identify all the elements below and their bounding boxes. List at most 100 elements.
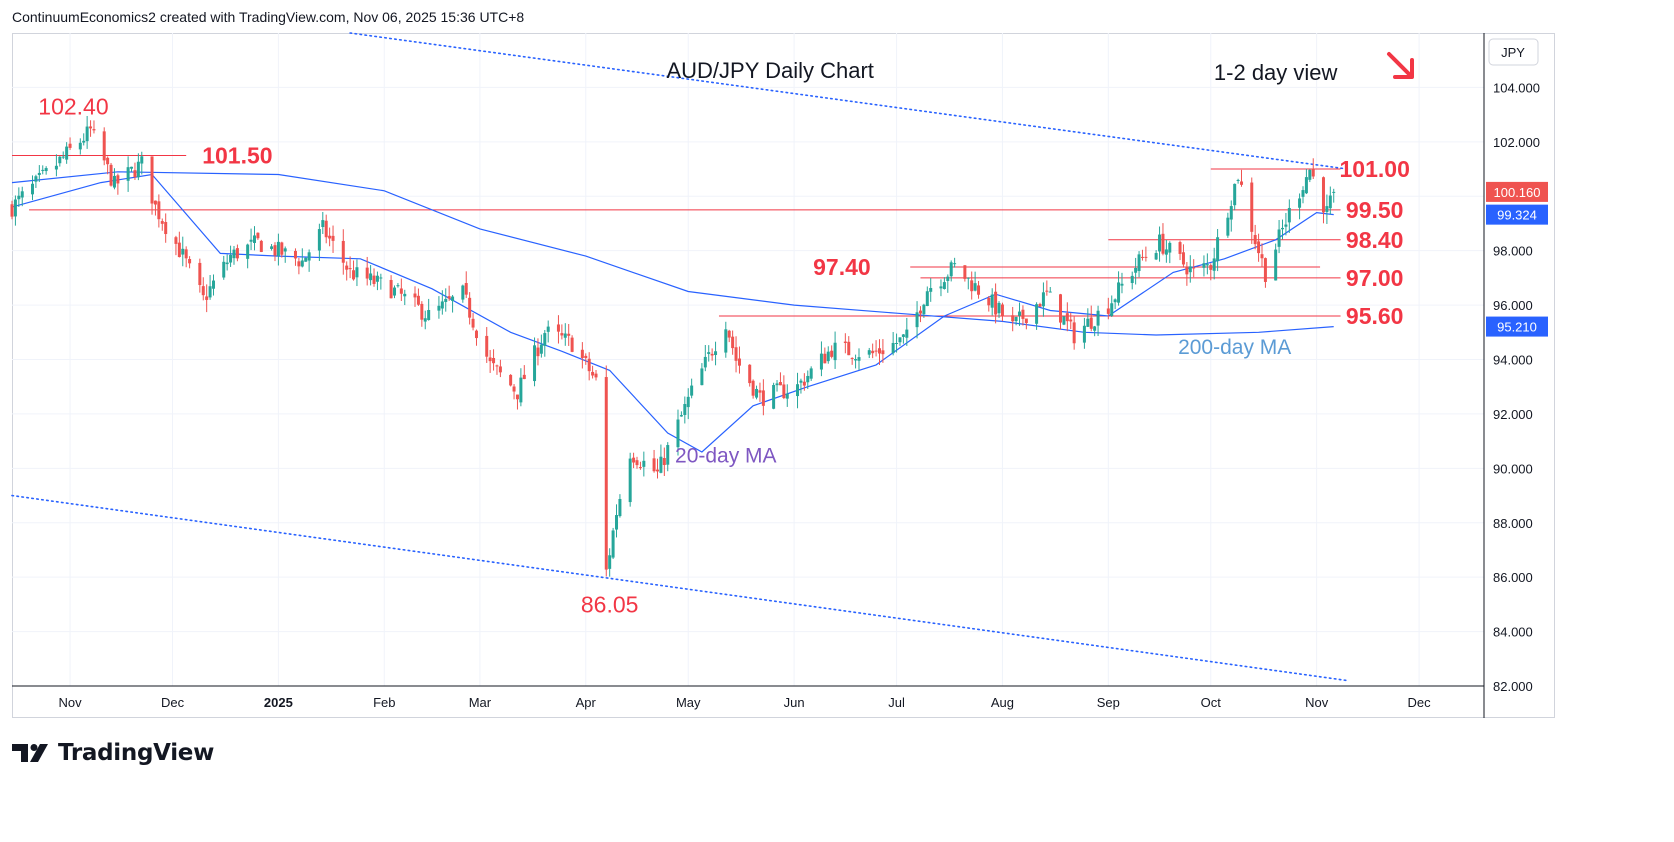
- trendlines: [11, 32, 1349, 682]
- candle-body: [1321, 177, 1325, 213]
- candle-body: [901, 334, 905, 337]
- candle-body: [369, 273, 373, 281]
- candle-body: [748, 364, 752, 384]
- candle-body: [1140, 256, 1144, 258]
- candle-body: [915, 312, 919, 328]
- candle-body: [1144, 256, 1148, 258]
- candle-body: [519, 377, 523, 403]
- candle-body: [1018, 311, 1022, 316]
- y-tick-label: 86.000: [1493, 570, 1533, 585]
- candle-body: [652, 458, 656, 472]
- candle-body: [440, 301, 444, 309]
- candle-body: [973, 283, 977, 291]
- trendline: [11, 494, 1349, 682]
- chart-frame: [12, 33, 1555, 718]
- candle-body: [755, 388, 759, 398]
- candle-body: [874, 350, 878, 352]
- candle-body: [1014, 316, 1018, 322]
- candle-body: [1181, 252, 1185, 265]
- level-label: 98.40: [1346, 227, 1404, 253]
- candle-body: [1301, 190, 1305, 197]
- candle-body: [427, 310, 431, 321]
- candle-body: [58, 156, 62, 164]
- candle-body: [1021, 309, 1025, 319]
- candle-body: [109, 164, 113, 186]
- candle-body: [461, 285, 465, 300]
- candle-body: [751, 380, 755, 396]
- candle-body: [707, 352, 711, 354]
- candle-body: [136, 161, 140, 178]
- candle-body: [638, 467, 642, 469]
- level-label: 102.40: [38, 93, 108, 119]
- candle-body: [775, 383, 779, 386]
- x-tick-label: Dec: [1408, 695, 1432, 710]
- candle-body: [584, 355, 588, 358]
- candle-body: [1260, 254, 1264, 259]
- candle-body: [563, 333, 567, 338]
- candle-body: [857, 357, 861, 361]
- candle-body: [160, 221, 164, 224]
- candle-body: [778, 382, 782, 386]
- y-tick-label: 104.000: [1493, 80, 1540, 95]
- candle-body: [205, 296, 209, 300]
- candle-body: [1192, 267, 1196, 269]
- currency-box: [1488, 38, 1539, 66]
- candle-body: [1072, 322, 1076, 344]
- candle-body: [17, 195, 21, 200]
- arrow-head: [1393, 58, 1414, 79]
- y-tick-label: 102.000: [1493, 135, 1540, 150]
- candle-body: [642, 460, 646, 467]
- candle-body: [608, 555, 612, 569]
- ma-line: [11, 173, 1334, 453]
- candle-body: [826, 351, 830, 362]
- candle-body: [949, 262, 953, 277]
- candle-body: [150, 156, 154, 204]
- candle-body: [225, 262, 229, 265]
- candle-body: [153, 200, 157, 205]
- candle-body: [509, 374, 513, 386]
- candle-body: [676, 419, 680, 448]
- candle-body: [939, 286, 943, 289]
- candle-body: [34, 176, 38, 182]
- candle-body: [567, 333, 571, 336]
- price-badge: [1486, 204, 1548, 225]
- level-label: 97.40: [813, 254, 871, 280]
- candle-body: [659, 456, 663, 473]
- level-label: 99.50: [1346, 197, 1404, 223]
- candle-body: [1304, 177, 1308, 194]
- candle-body: [714, 351, 718, 355]
- candle-body: [1274, 249, 1278, 281]
- support-resistance-lines: [12, 154, 1341, 317]
- candle-body: [994, 291, 998, 315]
- tradingview-logo[interactable]: TradingView: [12, 740, 214, 766]
- candle-body: [1134, 267, 1138, 273]
- candle-body: [10, 204, 14, 217]
- view-note: 1-2 day view: [1214, 60, 1338, 85]
- candle-body: [184, 249, 188, 259]
- candle-body: [106, 157, 110, 165]
- x-tick-label: Oct: [1201, 695, 1222, 710]
- candle-body: [591, 371, 595, 376]
- candle-body: [854, 359, 858, 361]
- candle-body: [307, 252, 311, 261]
- x-tick-label: Feb: [373, 695, 395, 710]
- candle-body: [1137, 254, 1141, 272]
- candle-body: [785, 393, 789, 399]
- y-tick-label: 98.000: [1493, 244, 1533, 259]
- candle-body: [164, 221, 168, 235]
- candle-body: [772, 384, 776, 409]
- candle-body: [92, 129, 96, 131]
- arrow-shaft: [1387, 52, 1412, 77]
- candle-body: [304, 257, 308, 262]
- candle-body: [662, 458, 666, 466]
- candle-body: [843, 341, 847, 344]
- candle-body: [208, 286, 212, 298]
- candle-body: [324, 220, 328, 238]
- candle-body: [891, 342, 895, 354]
- candle-body: [488, 357, 492, 362]
- candle-body: [1041, 292, 1045, 307]
- candle-body: [618, 499, 622, 517]
- candle-body: [1154, 253, 1158, 260]
- candle-body: [297, 261, 301, 267]
